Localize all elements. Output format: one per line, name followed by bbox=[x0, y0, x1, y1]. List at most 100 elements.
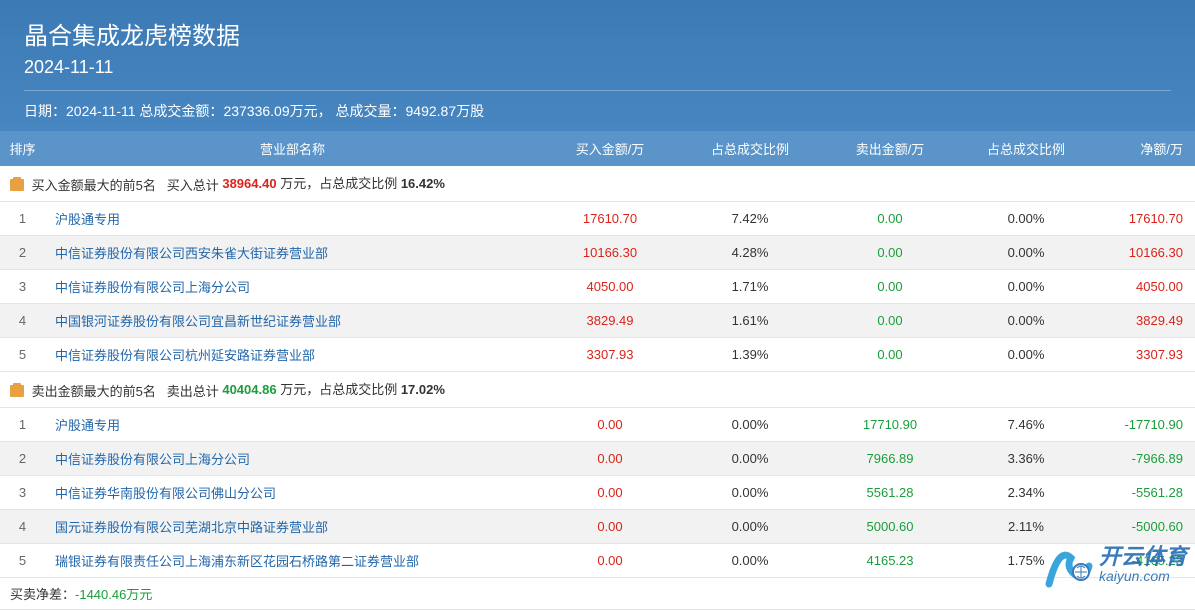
cell-sell-amount: 0.00 bbox=[820, 270, 960, 304]
footer-label: 买卖净差： bbox=[10, 587, 75, 602]
cell-rank: 5 bbox=[0, 544, 45, 578]
cell-net-amount: 10166.30 bbox=[1092, 236, 1195, 270]
cell-name: 中信证券华南股份有限公司佛山分公司 bbox=[45, 476, 540, 510]
cell-buy-pct: 0.00% bbox=[680, 476, 820, 510]
broker-link[interactable]: 瑞银证券有限责任公司上海浦东新区花园石桥路第二证券营业部 bbox=[55, 554, 419, 569]
summary-amount-label: 总成交金额： bbox=[136, 103, 224, 119]
table-row: 4中国银河证券股份有限公司宜昌新世纪证券营业部3829.491.61%0.000… bbox=[0, 304, 1195, 338]
cell-buy-pct: 0.00% bbox=[680, 442, 820, 476]
header: 晶合集成龙虎榜数据 2024-11-11 日期：2024-11-11 总成交金额… bbox=[0, 0, 1195, 131]
footer: 买卖净差：-1440.46万元 bbox=[0, 578, 1195, 610]
cell-name: 沪股通专用 bbox=[45, 202, 540, 236]
folder-icon bbox=[10, 179, 24, 191]
cell-rank: 2 bbox=[0, 442, 45, 476]
cell-net-amount: -7966.89 bbox=[1092, 442, 1195, 476]
cell-net-amount: 3307.93 bbox=[1092, 338, 1195, 372]
cell-name: 中信证券股份有限公司上海分公司 bbox=[45, 442, 540, 476]
col-sell-header: 卖出金额/万 bbox=[820, 131, 960, 166]
cell-sell-pct: 0.00% bbox=[960, 202, 1092, 236]
broker-link[interactable]: 沪股通专用 bbox=[55, 418, 120, 433]
cell-rank: 1 bbox=[0, 408, 45, 442]
buy-section-body: 买入金额最大的前5名 买入总计 38964.40 万元，占总成交比例 16.42… bbox=[0, 166, 1195, 372]
table-row: 2中信证券股份有限公司西安朱雀大街证券营业部10166.304.28%0.000… bbox=[0, 236, 1195, 270]
cell-sell-amount: 17710.90 bbox=[820, 408, 960, 442]
cell-buy-amount: 3307.93 bbox=[540, 338, 680, 372]
cell-buy-amount: 0.00 bbox=[540, 442, 680, 476]
broker-link[interactable]: 国元证券股份有限公司芜湖北京中路证券营业部 bbox=[55, 520, 328, 535]
col-rank-header: 排序 bbox=[0, 131, 45, 166]
sell-total-label: 卖出总计 bbox=[167, 384, 219, 399]
cell-buy-amount: 10166.30 bbox=[540, 236, 680, 270]
cell-sell-amount: 5561.28 bbox=[820, 476, 960, 510]
cell-name: 中信证券股份有限公司西安朱雀大街证券营业部 bbox=[45, 236, 540, 270]
buy-section-header: 买入金额最大的前5名 买入总计 38964.40 万元，占总成交比例 16.42… bbox=[0, 166, 1195, 202]
cell-sell-pct: 0.00% bbox=[960, 270, 1092, 304]
footer-value: -1440.46万元 bbox=[75, 587, 152, 602]
buy-pct: 16.42% bbox=[401, 176, 445, 191]
table-row: 3中信证券华南股份有限公司佛山分公司0.000.00%5561.282.34%-… bbox=[0, 476, 1195, 510]
cell-sell-amount: 0.00 bbox=[820, 304, 960, 338]
cell-rank: 3 bbox=[0, 270, 45, 304]
col-name-header: 营业部名称 bbox=[45, 131, 540, 166]
table-row: 5中信证券股份有限公司杭州延安路证券营业部3307.931.39%0.000.0… bbox=[0, 338, 1195, 372]
cell-sell-pct: 3.36% bbox=[960, 442, 1092, 476]
cell-name: 沪股通专用 bbox=[45, 408, 540, 442]
buy-total-amount: 38964.40 bbox=[222, 176, 276, 191]
broker-link[interactable]: 中信证券股份有限公司上海分公司 bbox=[55, 280, 250, 295]
cell-sell-pct: 0.00% bbox=[960, 338, 1092, 372]
cell-rank: 4 bbox=[0, 304, 45, 338]
col-buy-pct-header: 占总成交比例 bbox=[680, 131, 820, 166]
watermark: 开云体育 kaiyun.com bbox=[1041, 538, 1187, 592]
buy-total-label: 买入总计 bbox=[167, 178, 219, 193]
cell-rank: 3 bbox=[0, 476, 45, 510]
broker-link[interactable]: 中国银河证券股份有限公司宜昌新世纪证券营业部 bbox=[55, 314, 341, 329]
col-buy-header: 买入金额/万 bbox=[540, 131, 680, 166]
cell-buy-pct: 0.00% bbox=[680, 510, 820, 544]
broker-link[interactable]: 中信证券股份有限公司西安朱雀大街证券营业部 bbox=[55, 246, 328, 261]
cell-rank: 2 bbox=[0, 236, 45, 270]
cell-name: 中信证券股份有限公司杭州延安路证券营业部 bbox=[45, 338, 540, 372]
summary-date: 2024-11-11 bbox=[66, 103, 136, 119]
cell-sell-amount: 0.00 bbox=[820, 236, 960, 270]
watermark-cn: 开云体育 bbox=[1099, 546, 1187, 568]
sell-pct: 17.02% bbox=[401, 382, 445, 397]
cell-sell-amount: 7966.89 bbox=[820, 442, 960, 476]
page-title: 晶合集成龙虎榜数据 bbox=[24, 16, 1171, 51]
cell-sell-pct: 2.34% bbox=[960, 476, 1092, 510]
table-row: 2 中信证券股份有限公司上海分公司 0.000.00%7966.893.36%-79… bbox=[0, 442, 1195, 476]
cell-rank: 4 bbox=[0, 510, 45, 544]
cell-rank: 1 bbox=[0, 202, 45, 236]
table-row: 5瑞银证券有限责任公司上海浦东新区花园石桥路第二证券营业部0.000.00%41… bbox=[0, 544, 1195, 578]
cell-buy-pct: 1.39% bbox=[680, 338, 820, 372]
broker-link[interactable]: 中信证券华南股份有限公司佛山分公司 bbox=[55, 486, 276, 501]
cell-sell-pct: 0.00% bbox=[960, 304, 1092, 338]
cell-name: 中国银河证券股份有限公司宜昌新世纪证券营业部 bbox=[45, 304, 540, 338]
cell-sell-amount: 4165.23 bbox=[820, 544, 960, 578]
table-row: 1沪股通专用17610.707.42%0.000.00%17610.70 bbox=[0, 202, 1195, 236]
summary-date-label: 日期： bbox=[24, 103, 66, 119]
cell-net-amount: -5561.28 bbox=[1092, 476, 1195, 510]
sell-total-amount: 40404.86 bbox=[222, 382, 276, 397]
watermark-url: kaiyun.com bbox=[1099, 568, 1187, 584]
col-net-header: 净额/万 bbox=[1092, 131, 1195, 166]
sell-pct-label: 占总成交比例 bbox=[319, 382, 401, 397]
broker-link[interactable]: 中信证券股份有限公司上海分公司 bbox=[55, 452, 250, 467]
sell-section-title: 卖出金额最大的前5名 bbox=[32, 384, 156, 399]
cell-buy-amount: 0.00 bbox=[540, 510, 680, 544]
broker-link[interactable]: 中信证券股份有限公司杭州延安路证券营业部 bbox=[55, 348, 315, 363]
broker-link[interactable]: 沪股通专用 bbox=[55, 212, 120, 227]
table-head: 排序 营业部名称 买入金额/万 占总成交比例 卖出金额/万 占总成交比例 净额/… bbox=[0, 131, 1195, 166]
summary-volume: 9492.87万股 bbox=[406, 103, 485, 119]
folder-icon bbox=[10, 385, 24, 397]
header-summary: 日期：2024-11-11 总成交金额：237336.09万元， 总成交量：94… bbox=[24, 101, 1171, 121]
table-row: 3中信证券股份有限公司上海分公司4050.001.71%0.000.00%405… bbox=[0, 270, 1195, 304]
watermark-logo-icon bbox=[1041, 538, 1095, 592]
cell-buy-amount: 0.00 bbox=[540, 408, 680, 442]
cell-name: 国元证券股份有限公司芜湖北京中路证券营业部 bbox=[45, 510, 540, 544]
cell-net-amount: 3829.49 bbox=[1092, 304, 1195, 338]
cell-buy-pct: 0.00% bbox=[680, 408, 820, 442]
cell-sell-amount: 0.00 bbox=[820, 202, 960, 236]
cell-buy-pct: 4.28% bbox=[680, 236, 820, 270]
header-date: 2024-11-11 bbox=[24, 57, 1171, 78]
cell-sell-pct: 0.00% bbox=[960, 236, 1092, 270]
